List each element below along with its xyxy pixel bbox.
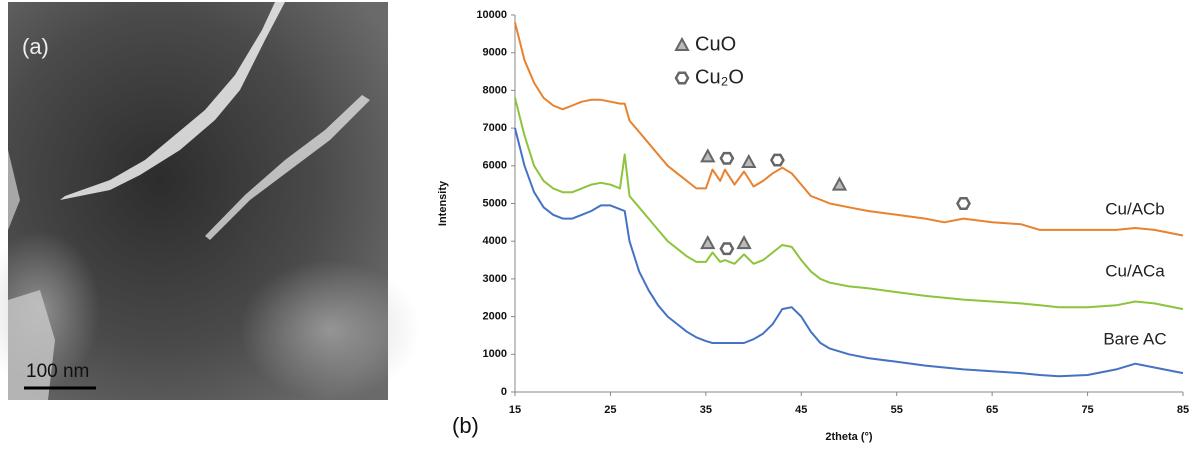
legend-label: Cu₂O xyxy=(695,66,744,88)
triangle-marker xyxy=(736,234,752,250)
y-tick-label: 8000 xyxy=(483,84,507,96)
panel-label: (a) xyxy=(22,34,49,59)
series-label: Cu/ACb xyxy=(1105,199,1165,218)
y-tick-label: 4000 xyxy=(483,235,507,247)
series-line xyxy=(514,22,1184,237)
y-tick-label: 5000 xyxy=(483,197,507,209)
x-tick-label: 15 xyxy=(509,404,521,416)
tem-image: (a) 100 nm xyxy=(0,2,420,400)
image-bright-region xyxy=(240,260,420,400)
triangle-marker xyxy=(700,234,716,250)
hexagon-marker xyxy=(956,197,971,210)
x-tick-label: 45 xyxy=(795,404,807,416)
y-tick-label: 3000 xyxy=(483,273,507,285)
y-axis-title: Intensity xyxy=(437,180,449,226)
triangle-marker xyxy=(700,148,716,163)
y-tick-label: 0 xyxy=(501,386,507,398)
x-tick-label: 85 xyxy=(1177,404,1189,416)
series-label: Bare AC xyxy=(1103,329,1166,348)
y-tick-label: 6000 xyxy=(483,160,507,172)
series-line xyxy=(514,127,1184,378)
x-tick-label: 25 xyxy=(604,404,616,416)
x-tick-label: 35 xyxy=(700,404,712,416)
xrd-chart: 0 1000 2000 3000 4000 5000 6000 7000 8000 9000 100… xyxy=(437,9,1189,443)
y-tick-label: 1000 xyxy=(483,348,507,360)
triangle-marker xyxy=(674,36,690,51)
series-label: Cu/ACa xyxy=(1105,261,1165,280)
hexagon-marker xyxy=(719,242,735,256)
triangle-marker xyxy=(741,153,757,169)
image-edge xyxy=(8,150,20,230)
x-tick-label: 65 xyxy=(986,404,998,416)
legend-label: CuO xyxy=(695,33,736,55)
panel-label: (b) xyxy=(452,413,479,438)
x-tick-label: 55 xyxy=(891,404,903,416)
y-tick-label: 7000 xyxy=(483,122,507,134)
y-tick-label: 2000 xyxy=(483,311,507,323)
y-tick-label: 9000 xyxy=(483,47,507,59)
image-edge xyxy=(8,290,55,400)
y-tick-label: 10000 xyxy=(476,9,507,21)
triangle-marker xyxy=(831,176,848,191)
x-axis-title: 2theta (°) xyxy=(825,431,873,443)
hexagon-marker xyxy=(674,71,690,85)
hexagon-marker xyxy=(719,151,735,165)
hexagon-marker xyxy=(769,153,785,167)
series-line xyxy=(514,97,1184,311)
scale-label: 100 nm xyxy=(26,361,89,382)
x-tick-label: 75 xyxy=(1081,404,1093,416)
crack xyxy=(205,95,370,240)
